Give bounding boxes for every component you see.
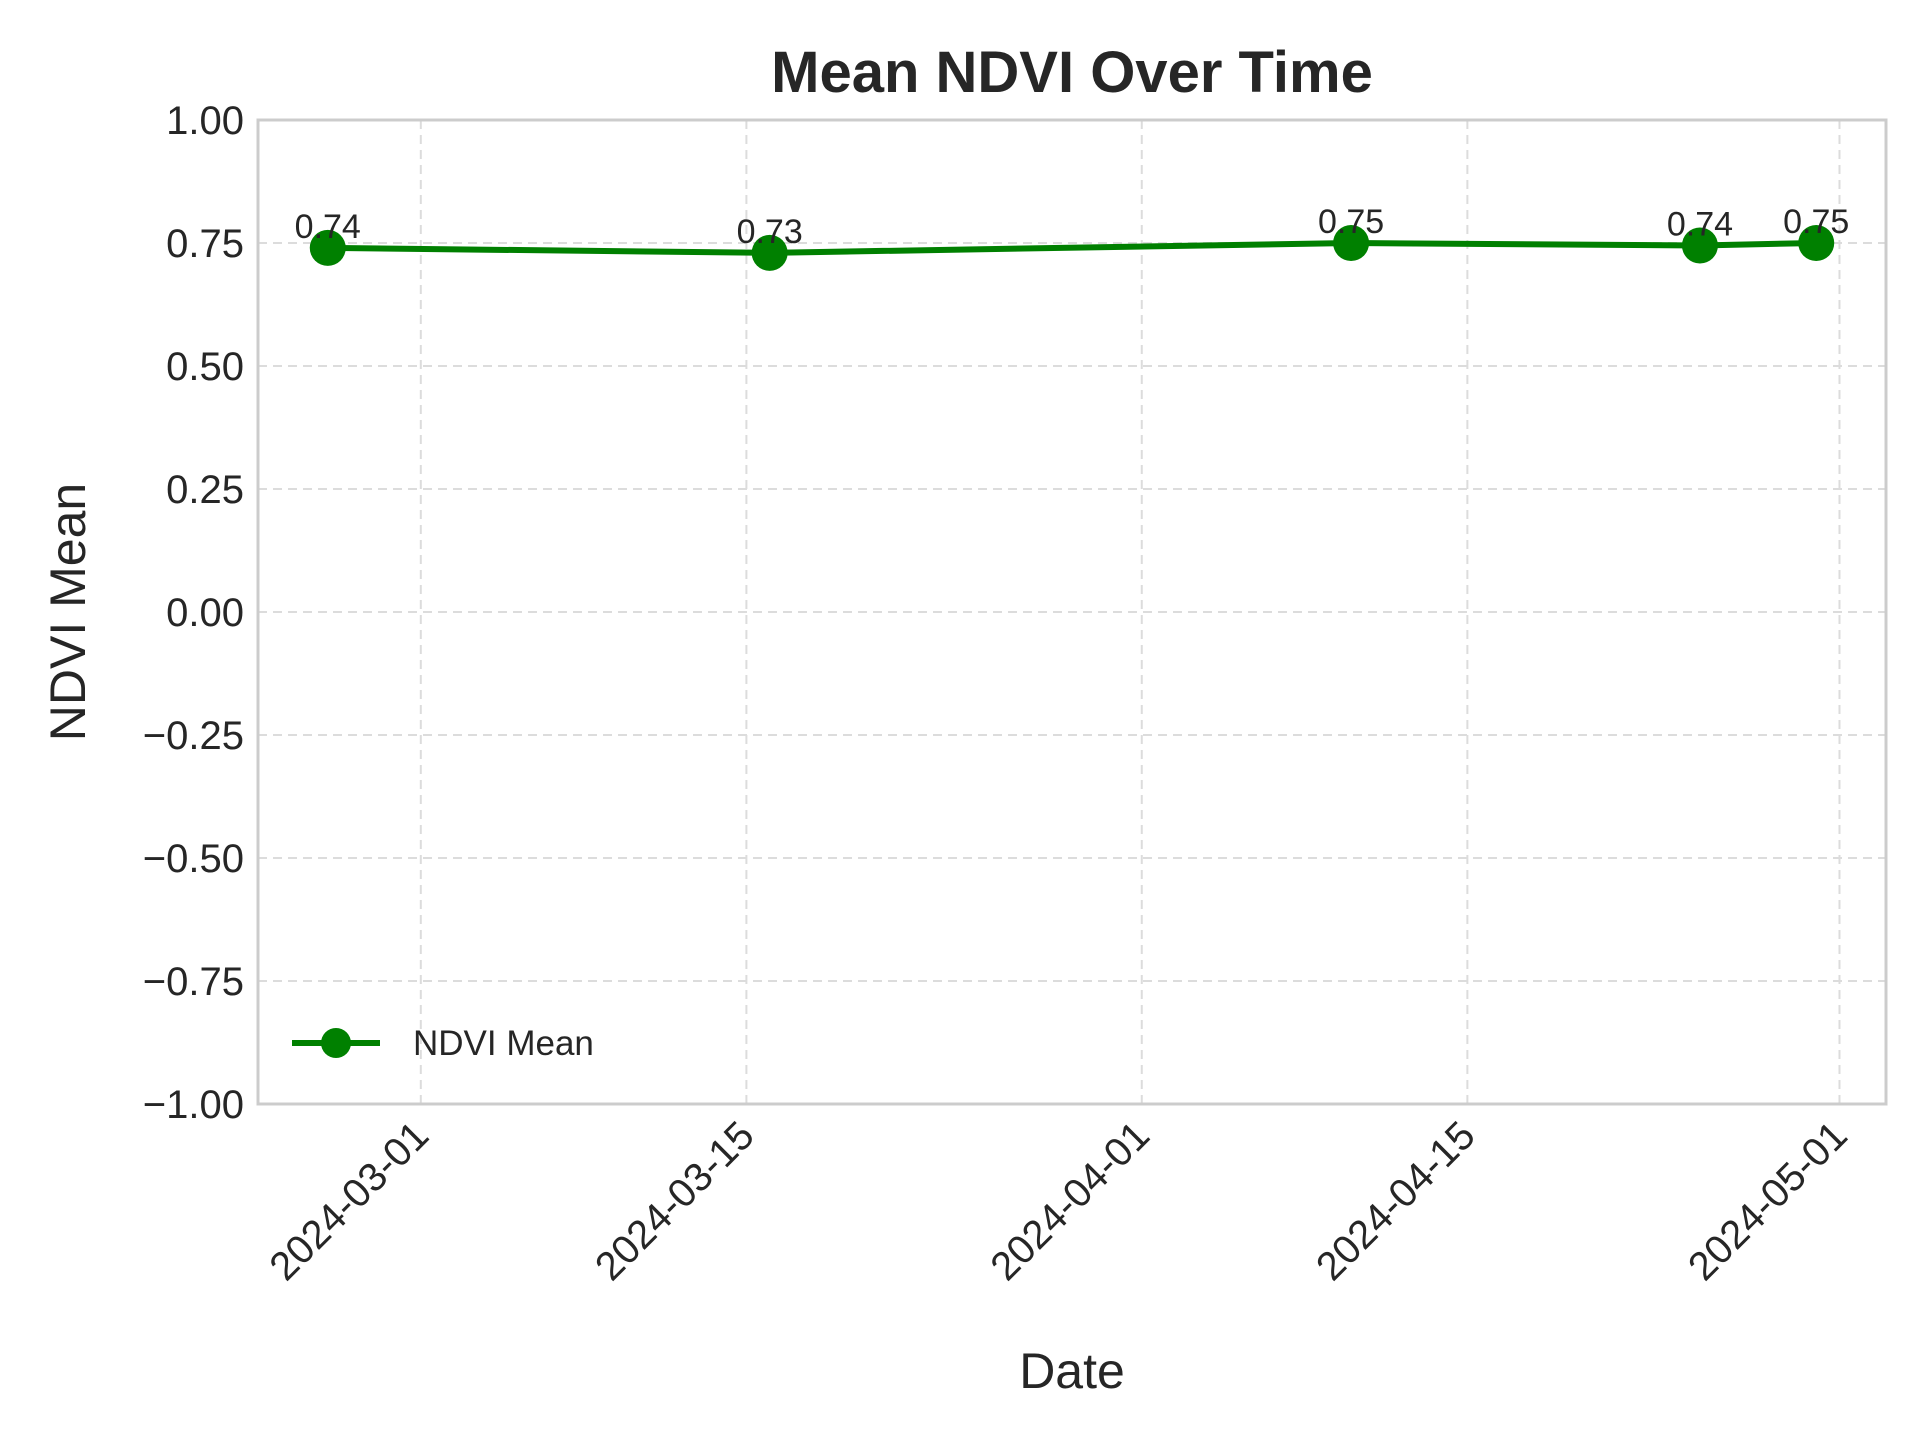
y-axis-label: NDVI Mean <box>40 483 96 741</box>
data-point <box>309 229 346 266</box>
x-tick-label: 2024-04-15 <box>1308 1113 1484 1289</box>
chart-title: Mean NDVI Over Time <box>771 40 1373 105</box>
y-tick-label: 0.00 <box>166 591 244 635</box>
x-tick-labels: 2024-03-01 2024-03-15 2024-04-01 2024-04-15… <box>261 1113 1855 1289</box>
data-value-label: 0.73 <box>737 213 803 251</box>
series-layer <box>309 225 1835 271</box>
data-labels: 0.74 0.73 0.75 0.74 0.75 <box>295 203 1850 251</box>
data-point <box>1798 225 1835 261</box>
x-tick-label: 2024-05-01 <box>1680 1113 1856 1289</box>
x-tick-label: 2024-04-01 <box>982 1113 1158 1289</box>
data-point <box>1333 225 1370 261</box>
grid-layer <box>258 119 1886 1105</box>
data-value-label: 0.74 <box>295 208 361 246</box>
y-tick-label: 1.00 <box>166 99 244 143</box>
y-tick-label: 0.75 <box>166 222 244 266</box>
x-axis-label: Date <box>1019 1343 1125 1399</box>
data-point <box>1681 227 1718 264</box>
y-tick-label: −0.25 <box>143 714 244 758</box>
data-value-label: 0.75 <box>1318 203 1384 241</box>
y-tick-label: −1.00 <box>143 1083 244 1127</box>
y-tick-label: 0.25 <box>166 468 244 512</box>
y-tick-labels: 1.00 0.75 0.50 0.25 0.00 −0.25 −0.50 −0.75 −1.00 <box>143 99 244 1127</box>
data-point <box>751 234 788 271</box>
plot-frame <box>256 118 1888 1106</box>
data-value-label: 0.75 <box>1783 203 1849 241</box>
series-line <box>327 240 1817 256</box>
y-tick-label: −0.50 <box>143 837 244 881</box>
y-tick-label: −0.75 <box>143 960 244 1004</box>
legend-marker <box>321 1028 351 1058</box>
x-tick-label: 2024-03-15 <box>587 1113 763 1289</box>
data-value-label: 0.74 <box>1667 205 1733 243</box>
legend: NDVI Mean <box>292 1024 594 1063</box>
y-tick-label: 0.50 <box>166 345 244 389</box>
legend-label: NDVI Mean <box>413 1024 594 1063</box>
x-tick-label: 2024-03-01 <box>261 1113 437 1289</box>
